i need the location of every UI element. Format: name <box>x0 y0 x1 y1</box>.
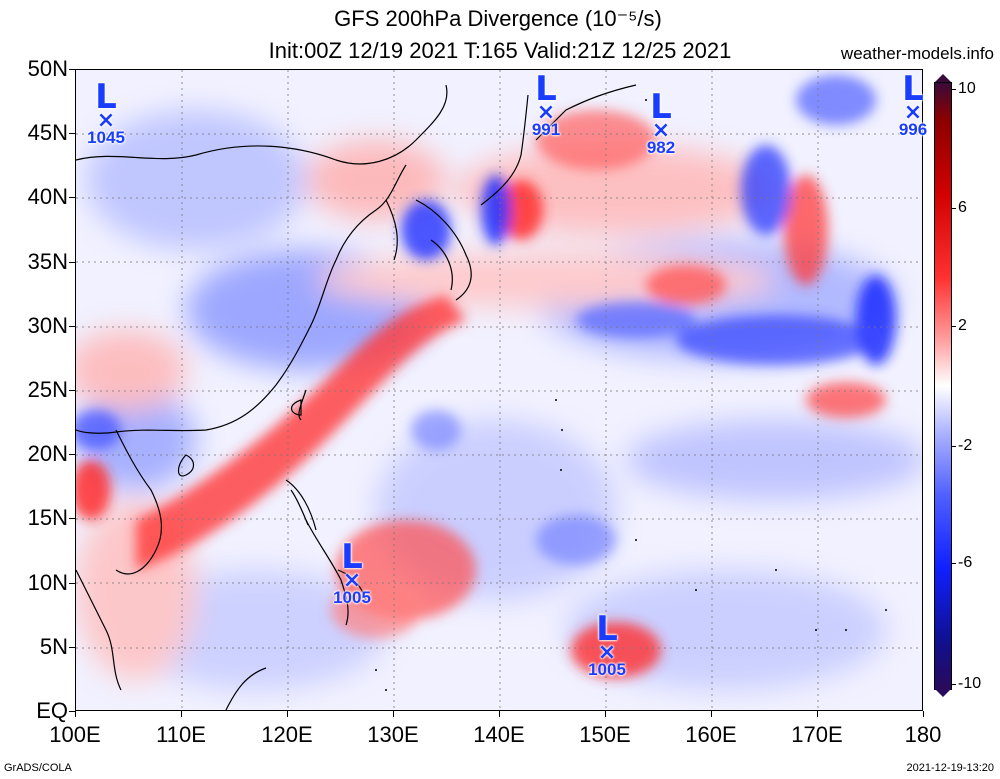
colorbar-label: -6 <box>958 554 973 571</box>
lon-label: 140E <box>473 722 525 747</box>
lon-tick <box>499 711 500 717</box>
lon-label: 110E <box>156 722 206 747</box>
divergence-field <box>76 70 922 710</box>
lat-label: 20N <box>27 441 68 467</box>
map-plot-area <box>75 69 923 711</box>
low-pressure-value: 982 <box>646 138 676 157</box>
colorbar-tick <box>951 208 956 209</box>
lat-label: 15N <box>27 505 68 531</box>
low-letter: L <box>341 537 363 577</box>
lon-tick <box>923 711 924 717</box>
low-pressure-value: 1005 <box>333 588 371 607</box>
lon-tick <box>605 711 606 717</box>
lat-tick <box>69 197 75 199</box>
map-title: GFS 200hPa Divergence (10⁻⁵/s) <box>334 6 662 31</box>
low-pressure-value: 991 <box>531 120 561 139</box>
colorbar-tick <box>951 89 956 90</box>
low-pressure-value: 996 <box>898 120 928 139</box>
low-letter: L <box>95 77 117 117</box>
low-center-mark: × <box>96 108 116 133</box>
low-pressure-center: L × 991 <box>516 69 576 139</box>
colorbar-tick <box>951 446 956 447</box>
lon-tick <box>287 711 288 717</box>
lat-label: 50N <box>27 56 68 81</box>
low-letter: L <box>650 87 672 127</box>
map-subtitle: Init:00Z 12/19 2021 T:165 Valid:21Z 12/2… <box>268 38 732 63</box>
lat-tick <box>69 261 75 263</box>
site-credit: weather-models.info <box>840 44 994 63</box>
lat-tick <box>69 582 75 584</box>
lat-tick <box>69 518 75 520</box>
footer-credit: GrADS/COLA <box>4 762 72 774</box>
lon-tick <box>181 711 182 717</box>
low-center-mark: × <box>651 118 671 143</box>
lon-tick <box>393 711 394 717</box>
low-pressure-center: L × 1005 <box>322 537 382 607</box>
lon-label: 160E <box>685 722 737 747</box>
lat-label: 40N <box>27 184 68 210</box>
lat-tick <box>69 646 75 648</box>
colorbar-max-arrow <box>934 74 952 83</box>
low-pressure-center: L × 1045 <box>76 77 136 147</box>
lon-label: 170E <box>791 722 843 747</box>
colorbar-label: 6 <box>958 199 967 216</box>
colorbar-label: -10 <box>958 675 982 692</box>
lat-tick <box>69 390 75 391</box>
colorbar-tick <box>951 684 956 685</box>
lat-label: 5N <box>39 633 68 659</box>
colorbar-label: -2 <box>958 437 973 454</box>
lat-label: 10N <box>27 569 68 595</box>
lon-tick <box>817 711 818 717</box>
low-center-mark: × <box>903 100 923 125</box>
low-letter: L <box>902 69 924 109</box>
low-pressure-center: L × 996 <box>883 69 943 139</box>
lat-label: 45N <box>27 120 68 146</box>
lat-label: 25N <box>27 377 68 402</box>
colorbar-label: 2 <box>958 317 967 334</box>
lon-label: 180 <box>904 722 942 747</box>
footer-timestamp: 2021-12-19-13:20 <box>906 762 994 774</box>
lon-label: 130E <box>367 722 419 747</box>
lat-tick <box>69 711 75 712</box>
lat-tick <box>69 133 75 135</box>
lon-label: 120E <box>261 722 313 747</box>
lat-tick <box>69 454 75 456</box>
low-pressure-value: 1045 <box>87 128 125 147</box>
lat-label: EQ <box>36 698 68 723</box>
colorbar-label: 10 <box>958 80 976 97</box>
lon-tick <box>75 711 76 717</box>
colorbar-tick <box>951 563 956 564</box>
low-pressure-value: 1005 <box>588 660 626 679</box>
lon-tick <box>711 711 712 717</box>
colorbar-min-arrow <box>934 688 952 697</box>
low-pressure-center: L × 1005 <box>577 609 637 679</box>
lat-tick <box>69 325 75 327</box>
low-center-mark: × <box>536 100 556 125</box>
lon-label: 100E <box>49 722 101 747</box>
low-pressure-center: L × 982 <box>631 87 691 157</box>
colorbar <box>934 82 952 690</box>
colorbar-tick <box>951 326 956 327</box>
low-letter: L <box>535 69 557 109</box>
lat-tick <box>69 69 75 70</box>
lat-label: 35N <box>27 248 68 274</box>
low-letter: L <box>596 609 618 649</box>
low-center-mark: × <box>342 568 362 593</box>
lat-label: 30N <box>27 312 68 338</box>
low-center-mark: × <box>597 640 617 665</box>
lon-label: 150E <box>579 722 631 747</box>
